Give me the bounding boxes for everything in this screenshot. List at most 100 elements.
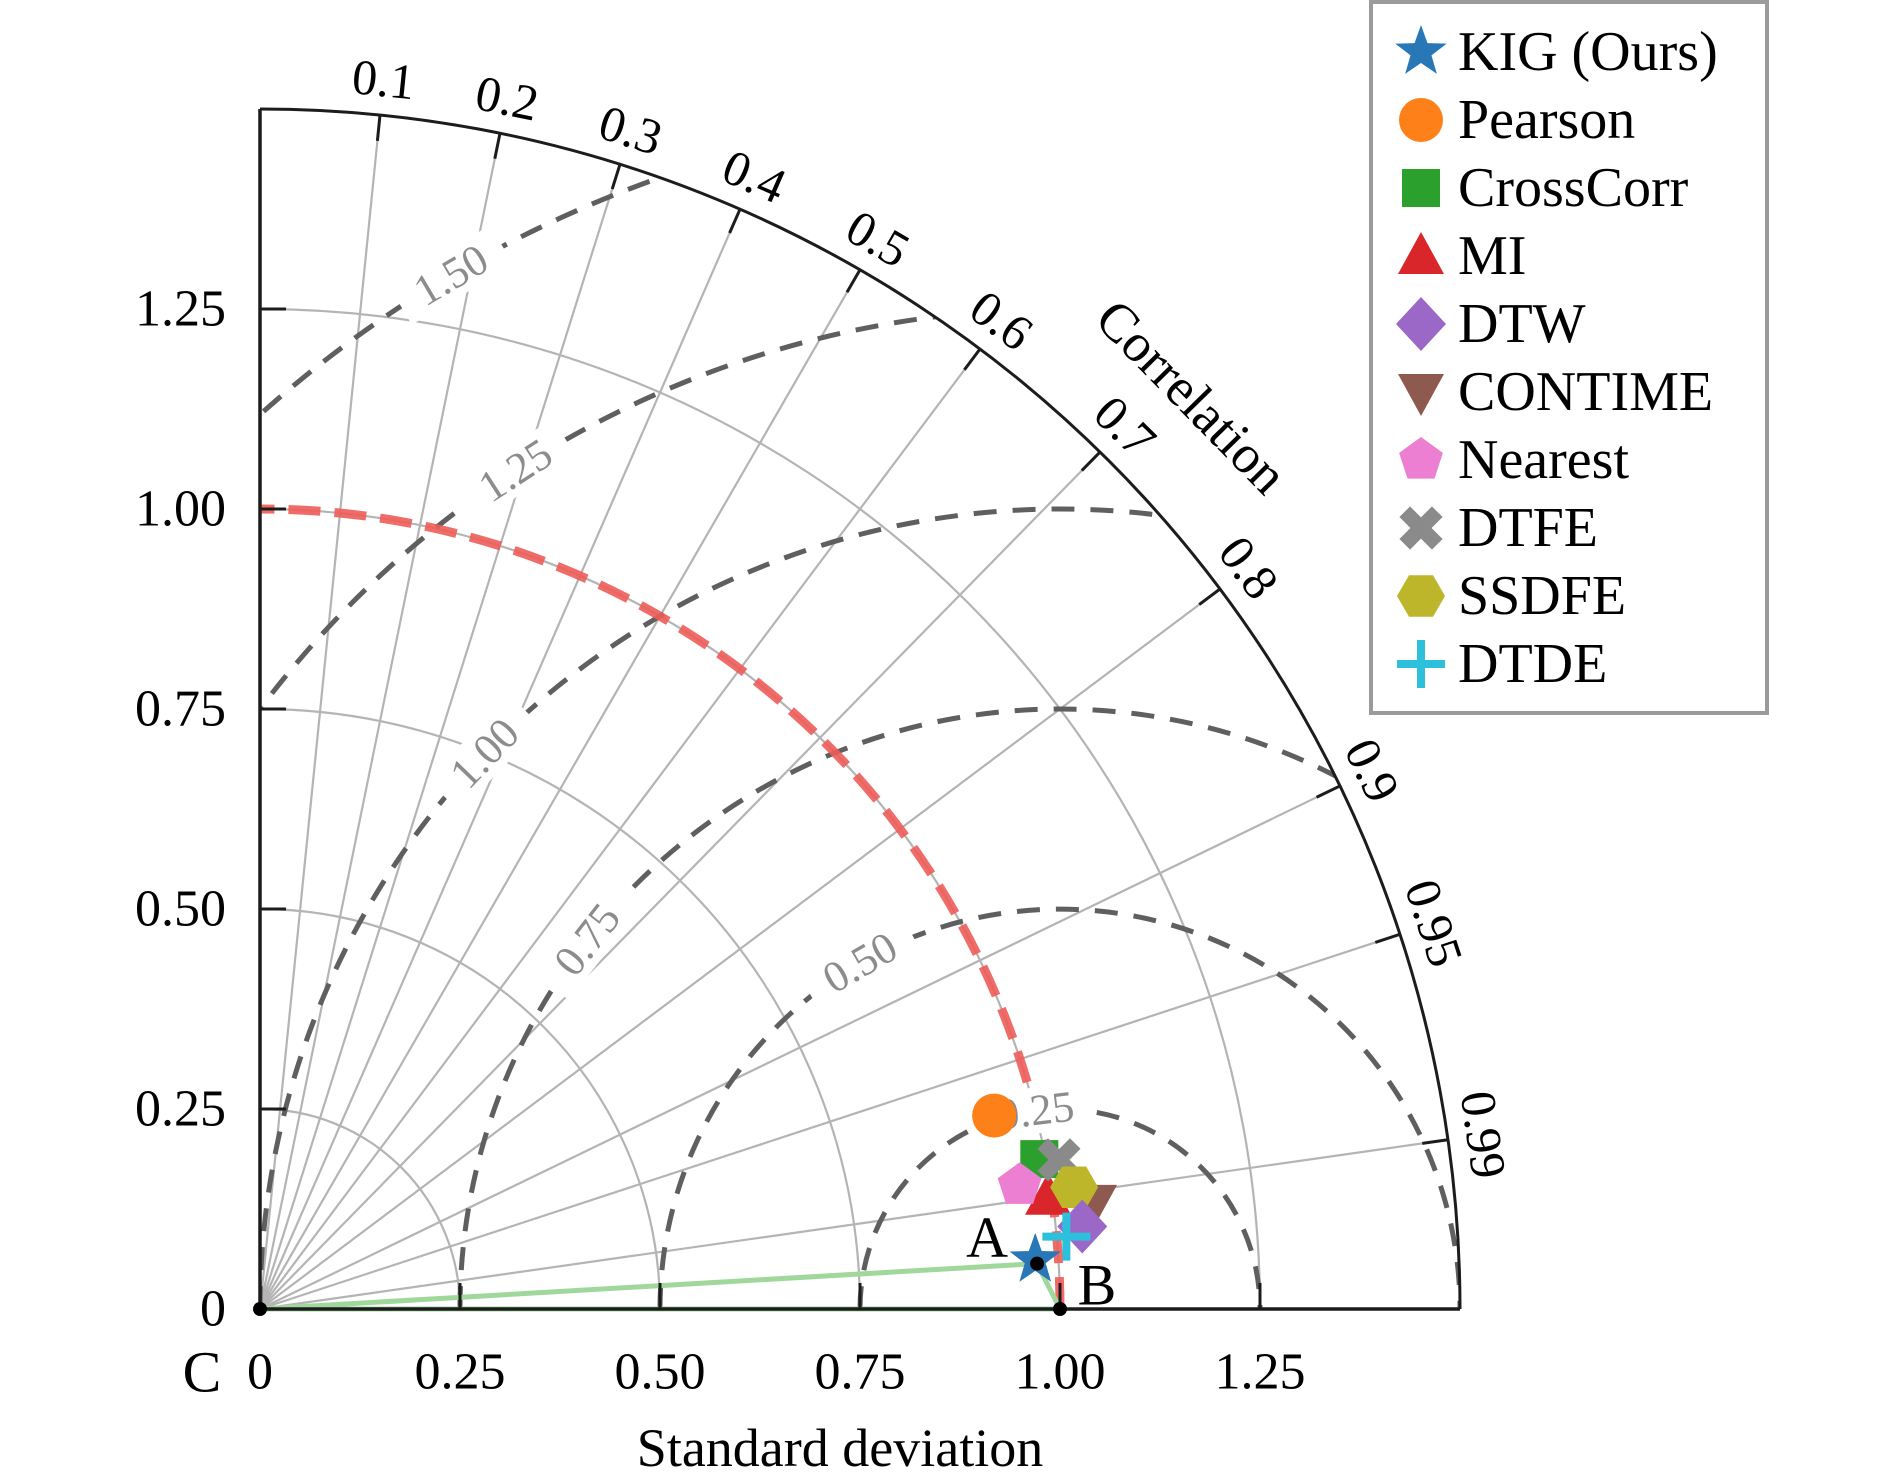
point-label-C: C bbox=[183, 1340, 222, 1405]
legend-label: Nearest bbox=[1458, 429, 1629, 491]
correlation-spoke bbox=[259, 348, 981, 1310]
correlation-spoke bbox=[258, 133, 502, 1310]
correlation-tick bbox=[375, 114, 382, 142]
correlation-spoke bbox=[259, 933, 1401, 1311]
correlation-tick bbox=[1374, 932, 1401, 944]
legend-label: CONTIME bbox=[1458, 361, 1713, 423]
diamond-shape bbox=[1396, 297, 1446, 351]
legend-item-crosscorr: CrossCorr bbox=[1402, 157, 1689, 219]
square-shape bbox=[1402, 169, 1440, 207]
correlation-spoke bbox=[259, 451, 1101, 1310]
triangle-shape bbox=[1025, 1172, 1072, 1215]
x-axis-tick-label: 1.00 bbox=[1015, 1344, 1106, 1401]
circle-shape bbox=[1399, 98, 1443, 142]
hexagon-shape bbox=[1397, 575, 1445, 617]
legend-marker-square-icon bbox=[1402, 169, 1440, 207]
correlation-spokes bbox=[258, 114, 1449, 1311]
point-dot-B bbox=[1053, 1302, 1067, 1316]
y-axis-tick-label: 0.25 bbox=[135, 1081, 226, 1138]
x-shape bbox=[1399, 506, 1443, 550]
legend-item-mi: MI bbox=[1398, 225, 1526, 287]
rms-contour bbox=[457, 706, 1460, 1309]
marker-mi bbox=[1025, 1172, 1072, 1215]
legend-marker-diamond-icon bbox=[1396, 297, 1446, 351]
point-dot-A bbox=[1030, 1256, 1045, 1271]
legend-item-ssdfe: SSDFE bbox=[1397, 565, 1626, 627]
point-label-A: A bbox=[966, 1205, 1008, 1270]
correlation-tick-label: 0.1 bbox=[350, 48, 418, 110]
legend-item-dtw: DTW bbox=[1396, 293, 1586, 355]
correlation-tick-label: 0.99 bbox=[1450, 1087, 1518, 1182]
legend-label: CrossCorr bbox=[1458, 157, 1689, 219]
outer-arc bbox=[259, 107, 1462, 1310]
legend-label: MI bbox=[1458, 225, 1526, 287]
hexagon-shape bbox=[1050, 1166, 1099, 1209]
marker-dtde bbox=[1042, 1212, 1091, 1261]
legend-label: SSDFE bbox=[1458, 565, 1626, 627]
x-axis-tick-label: 0.50 bbox=[615, 1344, 706, 1401]
legend: KIG (Ours)PearsonCrossCorrMIDTWCONTIMENe… bbox=[1369, 0, 1769, 715]
axes: 00 0.25 0.25 0.50 0.50 0.75 0.75 1.00 1.00 1.25 1.… bbox=[135, 107, 1462, 1478]
triangle-edge-CA bbox=[259, 1261, 1038, 1312]
point-dot-C bbox=[253, 1302, 267, 1316]
circle-shape bbox=[972, 1093, 1017, 1138]
legend-item-pearson: Pearson bbox=[1399, 89, 1635, 151]
legend-label: DTFE bbox=[1458, 497, 1598, 559]
correlation-tick bbox=[610, 163, 622, 190]
legend-item-dtde: DTDE bbox=[1397, 633, 1607, 695]
y-axis-tick-label: 1.25 bbox=[135, 281, 226, 338]
correlation-tick bbox=[728, 208, 742, 234]
x-axis-tick-label: 0.75 bbox=[815, 1344, 906, 1401]
correlation-tick bbox=[1198, 587, 1221, 606]
legend-marker-x-filled-icon bbox=[1399, 506, 1443, 550]
x-axis-tick-label: 1.25 bbox=[1215, 1344, 1306, 1401]
legend-marker-circle-icon bbox=[1399, 98, 1443, 142]
pentagon-shape bbox=[997, 1162, 1042, 1204]
x-axis-tick-label: 0.25 bbox=[415, 1344, 506, 1401]
rms-contour bbox=[260, 506, 1460, 1309]
legend-marker-hexagon-icon bbox=[1397, 575, 1445, 617]
star-shape bbox=[1395, 25, 1447, 74]
x-axis-title: Standard deviation bbox=[637, 1418, 1043, 1478]
legend-marker-triangle-up-icon bbox=[1398, 232, 1444, 274]
correlation-spoke bbox=[259, 269, 861, 1310]
y-axis-tick-label: 0.50 bbox=[135, 881, 226, 938]
y-axis-tick-label: 0 bbox=[200, 1281, 226, 1338]
correlation-tick bbox=[963, 348, 982, 371]
correlation-spoke bbox=[259, 1138, 1449, 1311]
y-axis-tick-label: 1.00 bbox=[135, 481, 226, 538]
legend-item-contime: CONTIME bbox=[1398, 361, 1713, 423]
rms-label-bg bbox=[426, 694, 543, 812]
legend-item-kig-ours-: KIG (Ours) bbox=[1395, 21, 1718, 83]
correlation-tick-label: 0.2 bbox=[471, 64, 543, 131]
legend-item-nearest: Nearest bbox=[1399, 429, 1629, 491]
legend-marker-pentagon-icon bbox=[1399, 437, 1443, 479]
rms-contour bbox=[657, 906, 1460, 1309]
rms-label-bg bbox=[797, 913, 923, 1013]
std-arc bbox=[259, 1107, 462, 1310]
legend-item-dtfe: DTFE bbox=[1399, 497, 1598, 559]
point-label-B: B bbox=[1078, 1253, 1117, 1318]
legend-label: KIG (Ours) bbox=[1458, 21, 1718, 83]
correlation-tick bbox=[1315, 784, 1341, 799]
correlation-spoke bbox=[259, 784, 1341, 1310]
std-arc bbox=[259, 307, 1262, 1310]
rms-label-bg bbox=[453, 418, 578, 522]
legend-marker-star-icon bbox=[1395, 25, 1447, 74]
correlation-spoke bbox=[258, 163, 622, 1310]
legend-marker-triangle-down-icon bbox=[1398, 374, 1444, 416]
marker-ssdfe bbox=[1050, 1166, 1099, 1209]
correlation-tick bbox=[1080, 450, 1102, 472]
triangle-shape bbox=[1398, 374, 1444, 416]
correlation-tick bbox=[1422, 1138, 1449, 1145]
std-arc bbox=[259, 907, 662, 1310]
correlation-tick bbox=[493, 132, 502, 160]
marker-pearson bbox=[972, 1093, 1017, 1138]
triangle-shape bbox=[1398, 232, 1444, 274]
y-axis-tick-label: 0.75 bbox=[135, 681, 226, 738]
rms-label-bg bbox=[532, 878, 642, 1001]
rms-label-bg bbox=[388, 225, 514, 325]
legend-label: DTDE bbox=[1458, 633, 1607, 695]
